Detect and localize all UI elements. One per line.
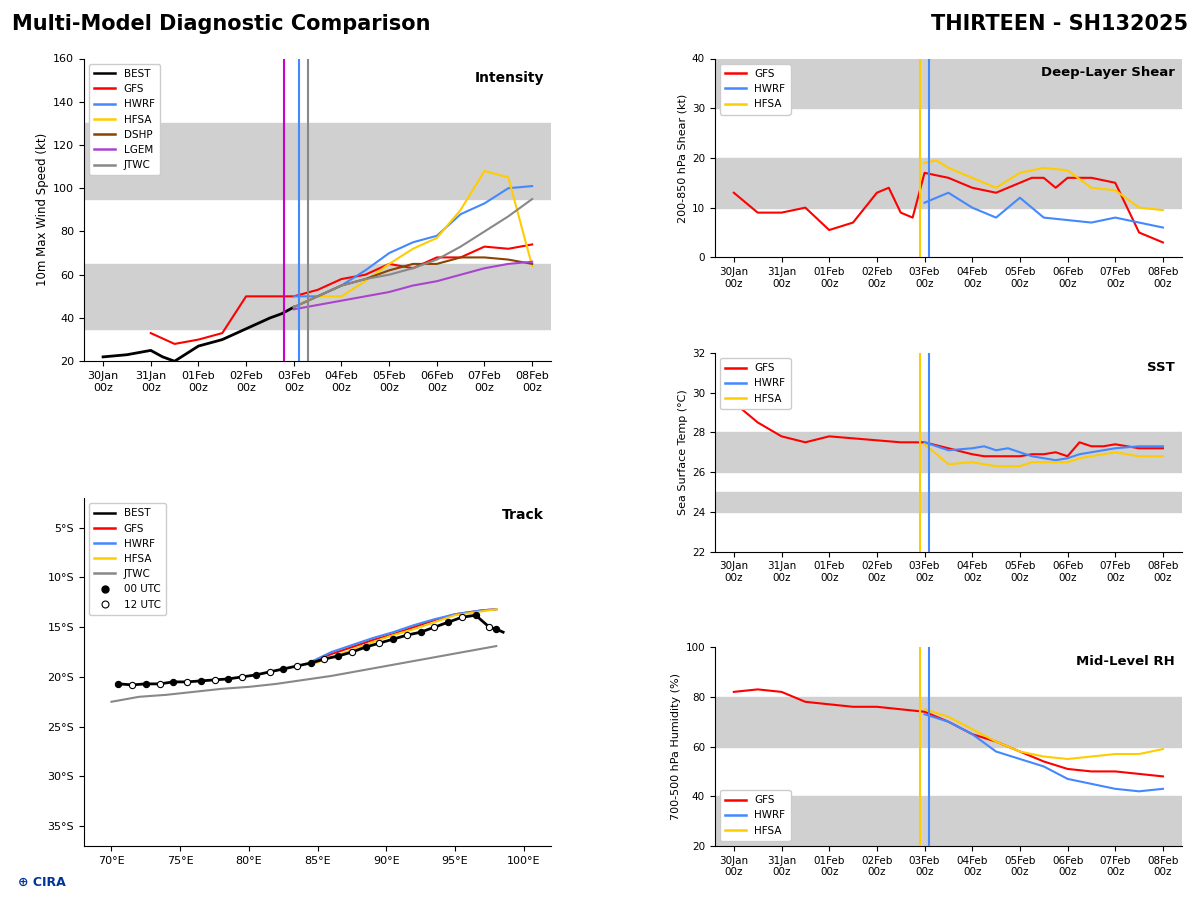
Bar [715,697,1182,747]
Legend: BEST, GFS, HWRF, HFSA, DSHP, LGEM, JTWC: BEST, GFS, HWRF, HFSA, DSHP, LGEM, JTWC [89,64,160,176]
Bar [715,796,1182,846]
Text: THIRTEEN - SH132025: THIRTEEN - SH132025 [931,14,1188,33]
Legend: GFS, HWRF, HFSA: GFS, HWRF, HFSA [720,358,791,409]
Bar [84,123,551,199]
Text: Intensity: Intensity [475,70,545,85]
Text: Track: Track [503,508,545,522]
Bar [84,264,551,328]
Bar [715,58,1182,108]
Text: SST: SST [1147,361,1175,374]
Legend: GFS, HWRF, HFSA: GFS, HWRF, HFSA [720,64,791,114]
Bar [715,432,1182,473]
Text: Multi-Model Diagnostic Comparison: Multi-Model Diagnostic Comparison [12,14,431,33]
Legend: GFS, HWRF, HFSA: GFS, HWRF, HFSA [720,790,791,841]
Y-axis label: 10m Max Wind Speed (kt): 10m Max Wind Speed (kt) [36,133,49,286]
Bar [715,492,1182,512]
Text: ⊕ CIRA: ⊕ CIRA [18,877,66,889]
Y-axis label: 700-500 hPa Humidity (%): 700-500 hPa Humidity (%) [671,673,682,820]
Y-axis label: 200-850 hPa Shear (kt): 200-850 hPa Shear (kt) [678,94,688,222]
Text: Deep-Layer Shear: Deep-Layer Shear [1042,67,1175,79]
Bar [715,158,1182,208]
Legend: BEST, GFS, HWRF, HFSA, JTWC, 00 UTC, 12 UTC: BEST, GFS, HWRF, HFSA, JTWC, 00 UTC, 12 … [89,503,166,615]
Y-axis label: Sea Surface Temp (°C): Sea Surface Temp (°C) [678,390,688,515]
Text: Mid-Level RH: Mid-Level RH [1076,655,1175,668]
